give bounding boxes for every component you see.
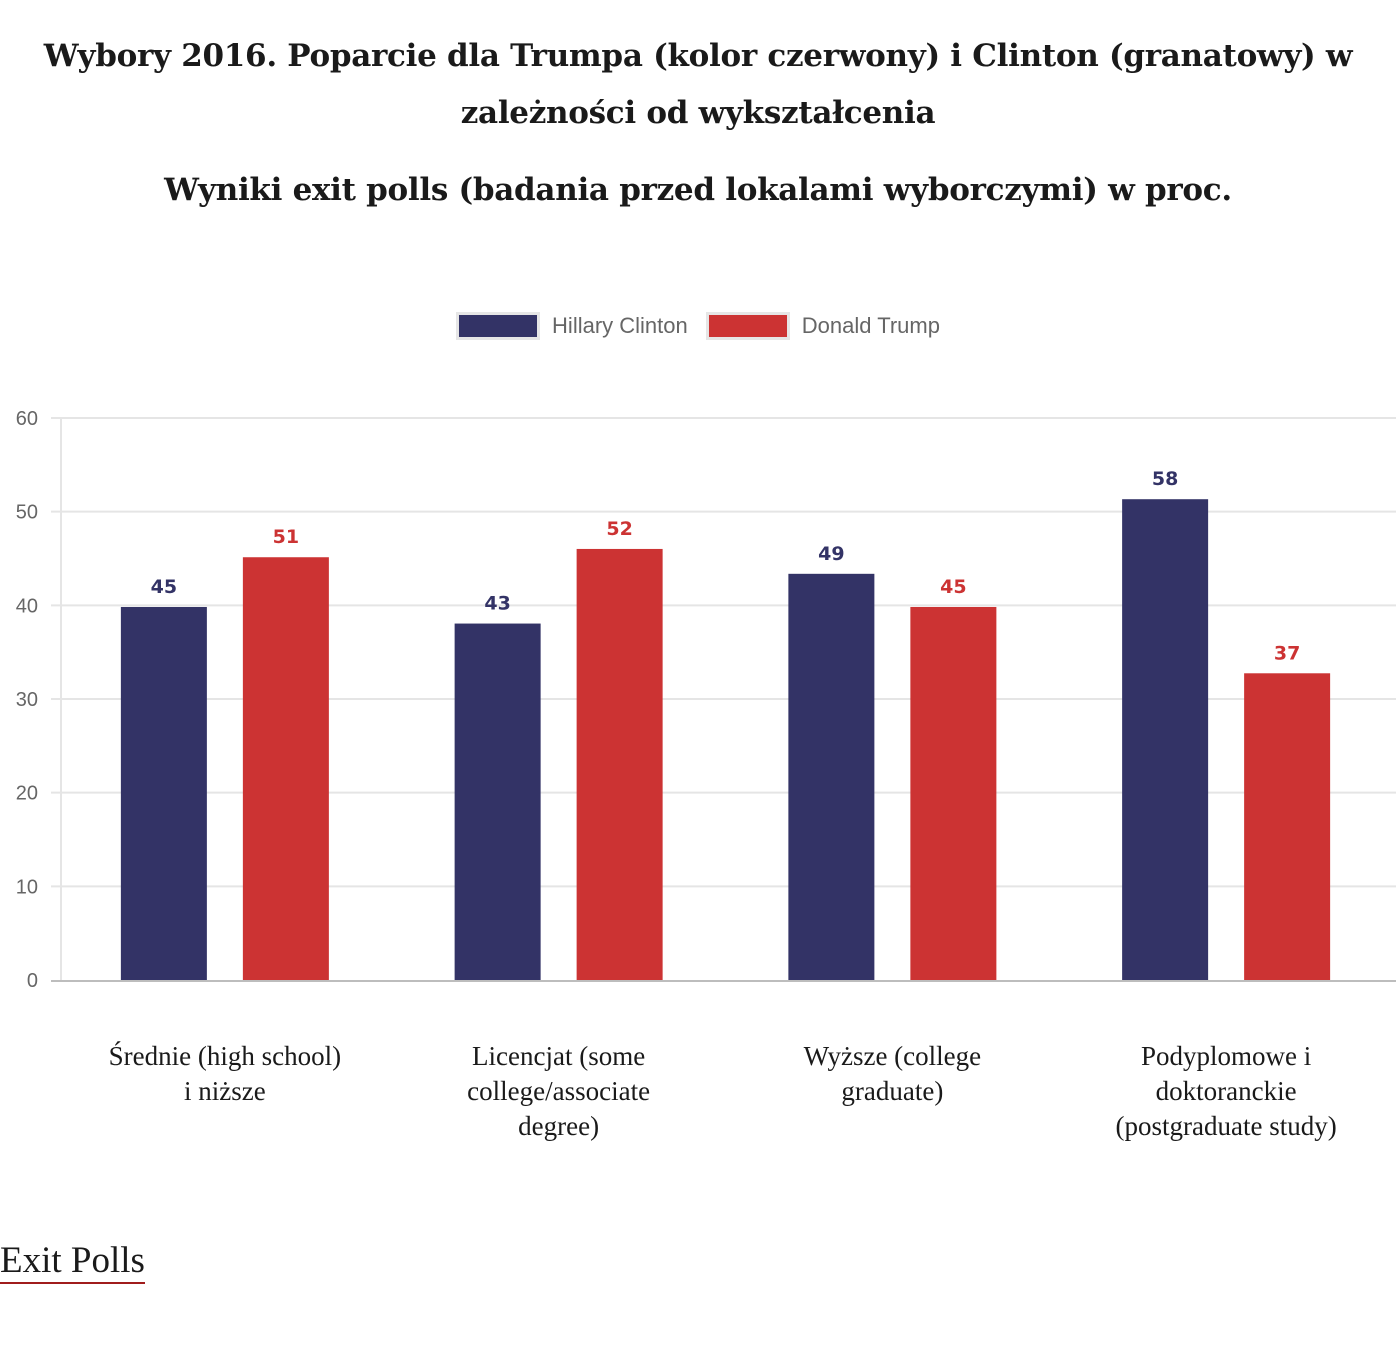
y-axis-ticks: 0 10 20 30 40 50 60: [16, 408, 38, 992]
chart-title: Wybory 2016. Poparcie dla Trumpa (kolor …: [0, 28, 1396, 142]
legend-swatch-clinton: [456, 312, 541, 340]
value-labels: 45 51 43 52 49 45 58 37: [151, 468, 1301, 664]
y-tick-label: 50: [16, 502, 38, 524]
value-label-trump: 37: [1274, 642, 1300, 664]
bar-chart: 0 10 20 30 40 50 60 45 51 43 52 49 45 58 37: [16, 408, 1396, 992]
y-tick-label: 40: [16, 595, 38, 617]
value-label-clinton: 49: [818, 543, 844, 565]
y-tick-label: 10: [16, 876, 38, 898]
exit-polls-link[interactable]: Exit Polls: [0, 1240, 145, 1284]
chart-legend: Hillary Clinton Donald Trump: [0, 312, 1396, 340]
value-label-trump: 52: [606, 518, 632, 540]
x-tick-label: Licencjat (some college/associate degree…: [467, 1041, 651, 1141]
value-label-clinton: 45: [151, 576, 177, 598]
x-tick-label: Podyplomowe i doktoranckie (postgraduate…: [1115, 1041, 1337, 1141]
legend-item-clinton[interactable]: Hillary Clinton: [456, 312, 688, 340]
bar-trump[interactable]: [910, 606, 997, 980]
legend-label-clinton: Hillary Clinton: [552, 313, 688, 338]
value-label-clinton: 43: [484, 593, 510, 615]
chart-title-line-2: zależności od wykształcenia: [460, 95, 936, 131]
legend-swatch-trump: [705, 312, 790, 340]
bar-clinton[interactable]: [788, 573, 875, 980]
legend-label-trump: Donald Trump: [801, 313, 940, 338]
bar-trump[interactable]: [576, 548, 663, 980]
legend-item-trump[interactable]: Donald Trump: [705, 312, 940, 340]
x-tick-label: Wyższe (college graduate): [803, 1041, 982, 1106]
value-label-trump: 51: [273, 526, 299, 548]
value-label-trump: 45: [940, 576, 966, 598]
axes: [51, 418, 1396, 982]
x-tick-label: Średnie (high school) i niższe: [108, 1041, 342, 1106]
y-tick-label: 20: [16, 783, 38, 805]
value-label-clinton: 58: [1152, 468, 1178, 490]
y-tick-label: 0: [27, 970, 38, 992]
y-tick-label: 30: [16, 689, 38, 711]
chart-title-line-1: Wybory 2016. Poparcie dla Trumpa (kolor …: [43, 38, 1353, 74]
bar-clinton[interactable]: [454, 623, 541, 980]
bars: [120, 499, 1331, 980]
y-tick-label: 60: [16, 408, 38, 430]
bar-trump[interactable]: [1244, 673, 1331, 980]
bar-clinton[interactable]: [120, 606, 207, 980]
bar-clinton[interactable]: [1122, 499, 1209, 980]
chart-subtitle: Wyniki exit polls (badania przed lokalam…: [164, 172, 1232, 208]
bar-trump[interactable]: [242, 557, 329, 980]
